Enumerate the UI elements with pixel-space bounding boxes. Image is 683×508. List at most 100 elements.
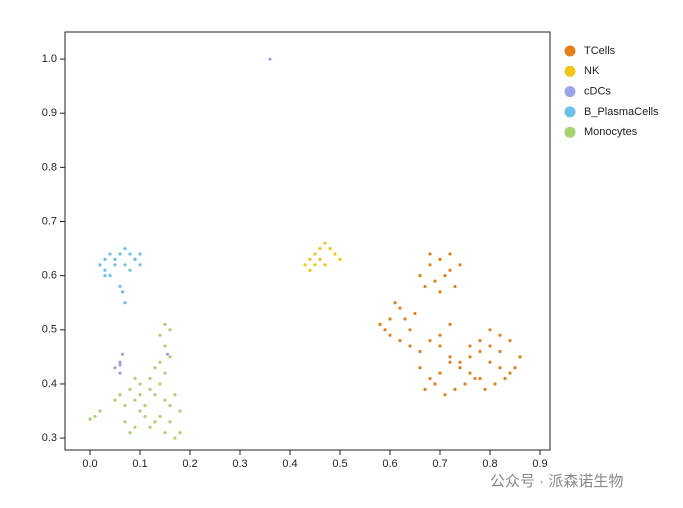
point (333, 252, 337, 256)
point (418, 274, 422, 278)
point (418, 366, 422, 370)
point (418, 349, 422, 354)
point (118, 360, 122, 364)
point (393, 301, 397, 305)
legend-label: TCells (584, 45, 616, 57)
point (383, 328, 387, 332)
point (463, 382, 467, 386)
point (123, 301, 127, 305)
y-tick-label: 0.3 (42, 432, 57, 444)
point (493, 382, 497, 386)
y-tick-label: 0.8 (42, 161, 57, 173)
point (448, 355, 452, 359)
point (428, 252, 432, 256)
point (148, 425, 152, 429)
point (168, 404, 172, 408)
y-tick-label: 0.7 (42, 215, 57, 227)
point (163, 371, 167, 375)
point (433, 279, 437, 283)
point (128, 387, 132, 391)
x-tick-label: 0.4 (282, 458, 297, 470)
point (108, 274, 112, 278)
point (113, 366, 117, 370)
point (168, 328, 172, 332)
point (148, 387, 152, 391)
point (313, 263, 317, 267)
legend-marker (564, 106, 576, 118)
y-tick-label: 0.9 (42, 107, 57, 119)
legend-marker (564, 45, 576, 57)
point (113, 257, 117, 262)
legend-label: B_PlasmaCells (584, 106, 659, 118)
point (428, 263, 432, 267)
point (123, 263, 127, 267)
point (478, 376, 482, 381)
point (308, 257, 312, 262)
point (303, 263, 307, 267)
point (158, 414, 162, 419)
point (313, 252, 317, 256)
point (438, 371, 442, 375)
point (468, 355, 472, 359)
point (448, 360, 452, 364)
point (163, 398, 167, 402)
point (178, 409, 182, 413)
point (498, 349, 502, 354)
point (513, 366, 517, 370)
point (483, 387, 487, 391)
point (163, 322, 167, 326)
x-tick-label: 0.8 (482, 458, 497, 470)
point (508, 339, 512, 343)
x-tick-label: 0.6 (382, 458, 397, 470)
point (408, 328, 412, 332)
point (448, 322, 452, 326)
point (98, 263, 102, 267)
point (153, 420, 157, 424)
point (168, 355, 172, 359)
legend-marker (564, 86, 576, 98)
point (123, 246, 127, 251)
point (168, 420, 172, 424)
point (123, 404, 127, 408)
point (413, 311, 417, 316)
point (98, 409, 102, 413)
point (388, 317, 392, 321)
point (128, 252, 132, 256)
point (173, 436, 177, 440)
point (148, 376, 152, 381)
point (88, 417, 92, 421)
point (488, 360, 492, 364)
point (423, 284, 427, 289)
point (118, 371, 122, 375)
x-tick-label: 0.1 (132, 458, 147, 470)
point (478, 349, 482, 354)
point (118, 363, 122, 367)
point (458, 263, 462, 267)
point (158, 360, 162, 364)
legend-marker (564, 65, 576, 77)
point (173, 393, 177, 397)
point (163, 431, 167, 435)
x-tick-label: 0.0 (82, 458, 97, 470)
point (118, 252, 122, 256)
point (153, 366, 157, 370)
point (113, 398, 117, 402)
point (143, 404, 147, 408)
point (133, 257, 137, 262)
y-tick-label: 1.0 (42, 53, 57, 65)
point (388, 333, 392, 337)
point (443, 274, 447, 278)
point (458, 360, 462, 364)
point (498, 333, 502, 337)
point (323, 263, 327, 267)
point (103, 268, 107, 272)
point (138, 252, 142, 256)
point (138, 382, 142, 386)
point (518, 355, 522, 359)
point (158, 382, 162, 386)
point (458, 366, 462, 370)
point (103, 274, 107, 278)
point (128, 431, 132, 435)
point (433, 382, 437, 386)
